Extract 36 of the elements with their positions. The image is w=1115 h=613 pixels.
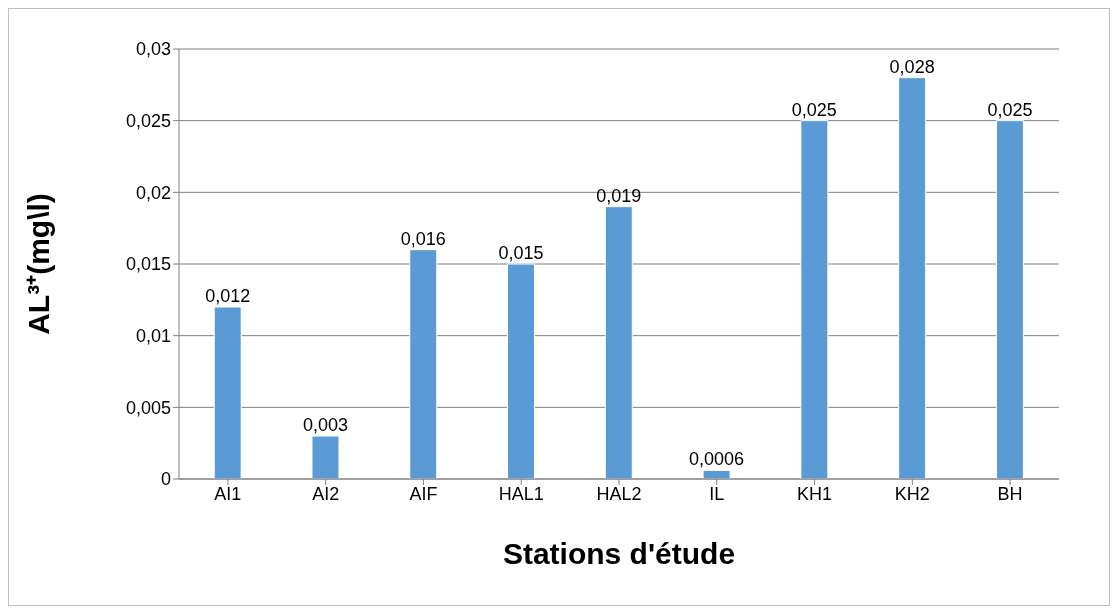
bar [604, 206, 633, 479]
x-tick-label: IL [709, 483, 725, 504]
y-tick-label: 0,02 [135, 182, 171, 203]
x-tick-label: HAL1 [498, 483, 544, 504]
data-label: 0,025 [987, 99, 1033, 120]
bar [702, 469, 731, 479]
x-tick-label: HAL2 [596, 483, 642, 504]
y-tick-label: 0,03 [135, 39, 171, 60]
data-label: 0,012 [205, 286, 251, 306]
data-label: 0,028 [889, 56, 935, 77]
bar [995, 120, 1024, 479]
x-axis-title: Stations d'étude [502, 537, 736, 570]
data-label: 0,019 [596, 185, 642, 206]
bar [311, 435, 340, 479]
y-axis-title: AL³⁺(mg\l) [22, 193, 55, 335]
y-tick-label: 0,025 [125, 111, 171, 132]
bar [507, 263, 536, 479]
x-tick-label: AI2 [312, 483, 340, 504]
bar [409, 249, 438, 479]
data-label: 0,003 [302, 415, 348, 435]
data-label: 0,0006 [689, 449, 745, 470]
x-tick-label: BH [997, 483, 1023, 504]
x-tick-label: AIF [409, 483, 438, 504]
data-label: 0,025 [791, 99, 837, 120]
x-tick-label: KH2 [894, 483, 930, 504]
data-label: 0,015 [498, 243, 544, 263]
x-tick-label: AI1 [214, 483, 242, 504]
x-tick-label: KH1 [797, 483, 833, 504]
y-tick-label: 0,005 [125, 397, 171, 418]
y-tick-label: 0,01 [135, 326, 171, 347]
data-label: 0,016 [400, 228, 446, 249]
y-tick-label: 0,015 [125, 254, 171, 275]
y-tick-label: 0 [160, 469, 171, 490]
bar [213, 306, 242, 479]
bar [898, 77, 927, 479]
bar [800, 120, 829, 479]
